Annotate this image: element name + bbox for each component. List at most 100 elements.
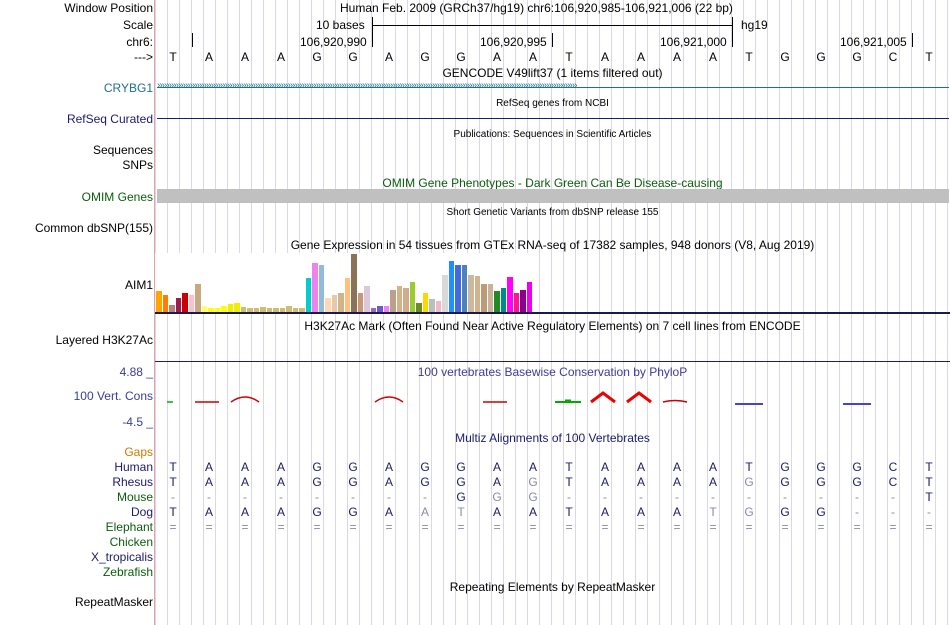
gtex-bar[interactable]: [429, 299, 435, 312]
gtex-bar[interactable]: [526, 282, 532, 312]
dbsnp-label[interactable]: Common dbSNP(155): [34, 221, 153, 235]
gtex-bar[interactable]: [468, 275, 474, 312]
gtex-bar[interactable]: [513, 293, 519, 312]
base-letter: A: [240, 50, 249, 64]
repeatmasker-title: Repeating Elements by RepeatMasker: [449, 580, 656, 594]
gtex-bar[interactable]: [500, 288, 506, 312]
repeatmasker-label[interactable]: RepeatMasker: [74, 595, 153, 609]
gtex-bar[interactable]: [396, 286, 402, 312]
gtex-bar[interactable]: [364, 286, 370, 312]
gtex-bar[interactable]: [286, 306, 292, 312]
gtex-bar[interactable]: [416, 303, 422, 312]
alignment-base: G: [816, 460, 826, 474]
alignment-base: C: [888, 460, 898, 474]
gtex-bar[interactable]: [247, 308, 253, 312]
gtex-bar[interactable]: [305, 278, 311, 312]
gtex-bar[interactable]: [227, 304, 233, 312]
alignment-base: G: [744, 475, 754, 489]
alignment-base: -: [639, 490, 643, 504]
gtex-bar[interactable]: [156, 291, 162, 312]
gtex-bar[interactable]: [383, 306, 389, 312]
gtex-bar[interactable]: [240, 307, 246, 312]
gtex-bar[interactable]: [442, 275, 448, 312]
refseq-label[interactable]: RefSeq Curated: [66, 112, 153, 126]
gtex-bar[interactable]: [266, 308, 272, 312]
gtex-bar[interactable]: [312, 263, 318, 312]
gtex-bar[interactable]: [253, 308, 259, 312]
gtex-bar[interactable]: [260, 307, 266, 312]
alignment-base: =: [601, 520, 609, 534]
alignment-base: =: [205, 520, 213, 534]
gtex-bar[interactable]: [351, 254, 357, 312]
gtex-bar[interactable]: [487, 284, 493, 312]
gtex-bar[interactable]: [214, 308, 220, 312]
gtex-bar[interactable]: [370, 308, 376, 312]
alignment-base: =: [313, 520, 321, 534]
gtex-bar[interactable]: [409, 282, 415, 312]
species-label[interactable]: Dog: [130, 505, 153, 519]
alignment-base: G: [420, 460, 430, 474]
gtex-bar[interactable]: [279, 308, 285, 312]
gtex-bar[interactable]: [162, 295, 168, 312]
gtex-bar[interactable]: [331, 295, 337, 312]
species-label[interactable]: Human: [114, 460, 153, 474]
species-label[interactable]: Elephant: [105, 520, 153, 534]
gtex-bar[interactable]: [403, 288, 409, 312]
species-label[interactable]: X_tropicalis: [90, 550, 153, 564]
gtex-bar[interactable]: [221, 306, 227, 312]
gtex-label[interactable]: AIM1: [124, 278, 153, 292]
publications-label[interactable]: Sequences: [92, 143, 153, 157]
species-label[interactable]: Mouse: [116, 490, 153, 504]
gtex-bar[interactable]: [299, 308, 305, 312]
gtex-bar[interactable]: [390, 290, 396, 312]
alignment-base: G: [456, 490, 466, 504]
phylop-signal[interactable]: [155, 390, 950, 410]
gtex-bar[interactable]: [273, 308, 279, 312]
snps-label[interactable]: SNPs: [122, 158, 153, 172]
gtex-bar[interactable]: [234, 303, 240, 312]
base-letter: T: [565, 50, 573, 64]
alignment-base: G: [312, 475, 322, 489]
gtex-bar[interactable]: [182, 293, 188, 312]
phylop-label[interactable]: 100 Vert. Cons: [73, 389, 153, 403]
alignment-base: T: [925, 490, 933, 504]
gtex-bar[interactable]: [494, 291, 500, 312]
h3k27ac-label[interactable]: Layered H3K27Ac: [55, 333, 153, 347]
gtex-bar[interactable]: [201, 306, 207, 312]
gtex-bar[interactable]: [292, 308, 298, 312]
omim-label[interactable]: OMIM Genes: [81, 190, 153, 204]
alignment-base: G: [816, 475, 826, 489]
species-label[interactable]: Rhesus: [112, 475, 153, 489]
gtex-bar[interactable]: [377, 306, 383, 312]
gtex-bar[interactable]: [338, 293, 344, 312]
gtex-bar[interactable]: [461, 265, 467, 312]
gtex-bar[interactable]: [422, 293, 428, 312]
omim-bar[interactable]: [157, 189, 949, 203]
alignment-base: T: [745, 460, 753, 474]
gtex-bar[interactable]: [344, 278, 350, 312]
gtex-bar[interactable]: [481, 284, 487, 312]
gtex-bar[interactable]: [208, 308, 214, 312]
gencode-label[interactable]: CRYBG1: [103, 81, 153, 95]
alignment-base: A: [204, 505, 213, 519]
gtex-bar[interactable]: [435, 301, 441, 312]
gtex-bar[interactable]: [325, 298, 331, 312]
crybg1-gene-line[interactable]: [157, 87, 949, 88]
gtex-bar[interactable]: [357, 293, 363, 312]
alignment-base: G: [780, 460, 790, 474]
gtex-bar[interactable]: [520, 290, 526, 312]
gtex-bar[interactable]: [474, 276, 480, 312]
species-label[interactable]: Zebrafish: [102, 565, 153, 579]
gtex-bar[interactable]: [448, 261, 454, 312]
gtex-bar[interactable]: [318, 265, 324, 312]
gtex-bar[interactable]: [507, 277, 513, 312]
window-position-value: Human Feb. 2009 (GRCh37/hg19) chr6:106,9…: [340, 1, 733, 15]
gtex-bar[interactable]: [169, 305, 175, 312]
gtex-bar[interactable]: [195, 284, 201, 312]
gaps-label[interactable]: Gaps: [124, 445, 153, 459]
refseq-gene-line[interactable]: [157, 118, 949, 119]
gtex-bar[interactable]: [175, 298, 181, 312]
gtex-bar[interactable]: [188, 295, 194, 312]
gtex-bar[interactable]: [455, 265, 461, 312]
species-label[interactable]: Chicken: [109, 535, 153, 549]
